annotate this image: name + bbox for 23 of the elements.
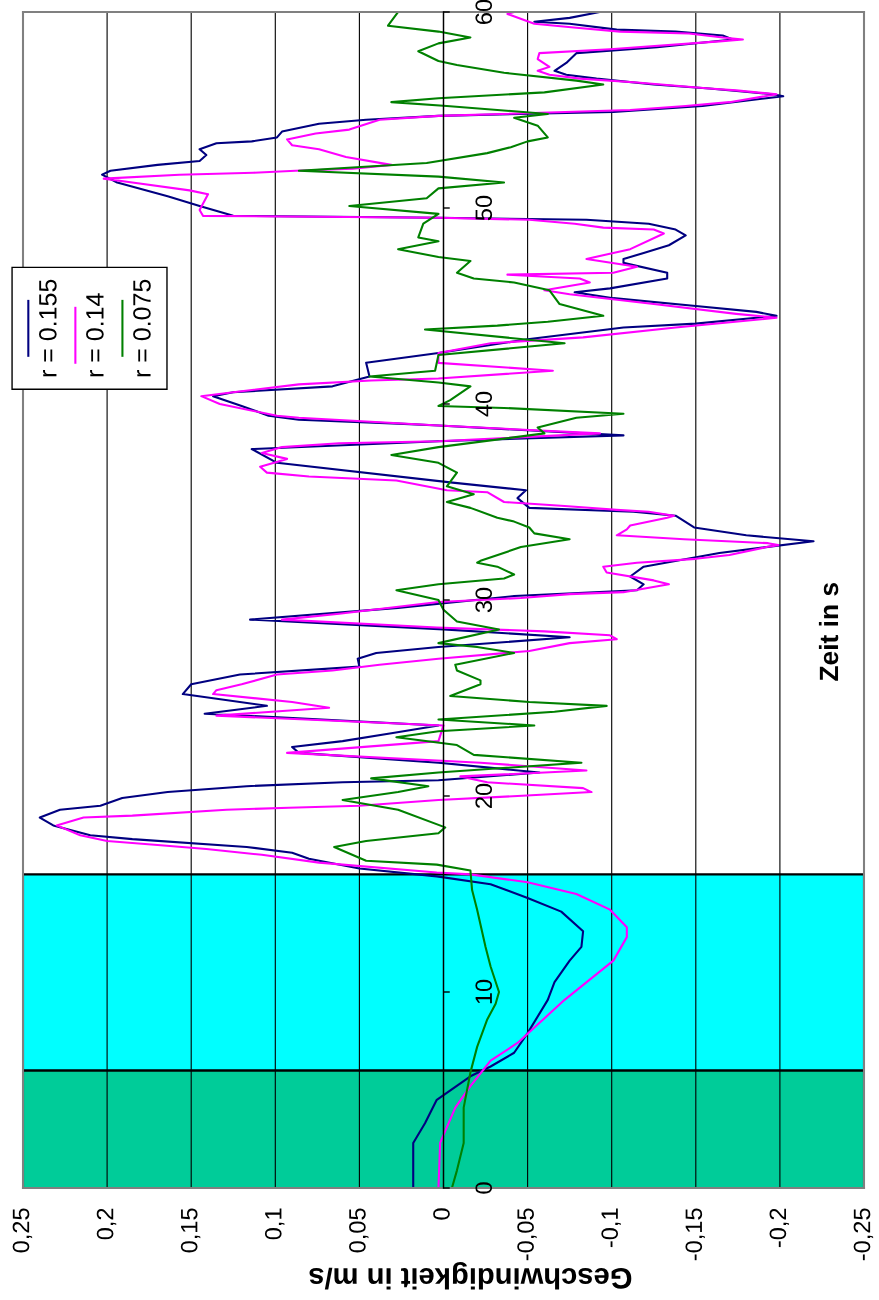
y-tick-label: 40: [475, 391, 493, 417]
legend-label: r = 0.14: [86, 293, 104, 377]
y-tick-label: 20: [475, 783, 493, 808]
legend-label: r = 0.075: [133, 279, 151, 377]
x-tick-label: 0,25: [12, 1208, 33, 1253]
y-tick-label: 30: [475, 587, 493, 613]
x-tick-label: 0,15: [180, 1208, 201, 1253]
y-tick-label: 60: [475, 0, 493, 24]
x-tick-label: 0,05: [349, 1208, 369, 1253]
y-tick-label: 0: [475, 1182, 493, 1194]
legend-label: r = 0.155: [38, 279, 57, 377]
x-tick-label: -0,05: [517, 1208, 537, 1261]
y-tick-label: 10: [475, 979, 493, 1004]
x-axis-title: Geschwindigkeit in m/s: [309, 1262, 632, 1290]
y-axis-title: Zeit in s: [818, 582, 839, 681]
y-tick-label: 50: [475, 195, 493, 221]
x-tick-label: -0,15: [685, 1208, 705, 1261]
x-tick-label: 0: [433, 1208, 450, 1220]
x-tick-label: -0,25: [853, 1208, 874, 1261]
x-tick-label: 0,2: [96, 1208, 117, 1240]
x-tick-label: 0,1: [264, 1208, 285, 1240]
x-tick-label: -0,2: [769, 1208, 790, 1248]
x-tick-label: -0,1: [601, 1208, 621, 1248]
